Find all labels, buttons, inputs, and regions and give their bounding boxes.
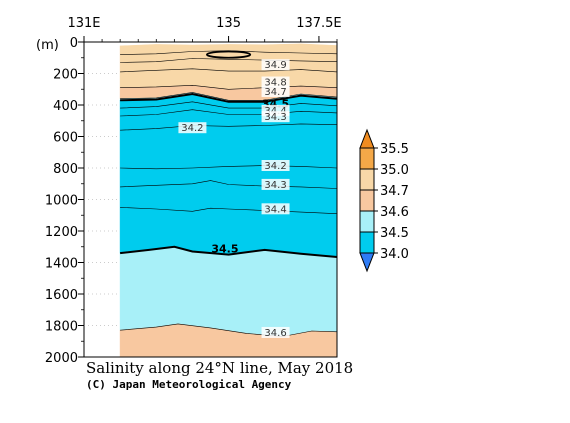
contour-line-34-6-13: [120, 323, 338, 337]
contour-label-10: 34.5: [211, 242, 238, 255]
contour-label-bg-2: [261, 85, 290, 97]
colorbar-label-5: 35.5: [380, 142, 409, 157]
closed-contour-34-9: [205, 50, 252, 59]
contour-label-bg-5: [261, 111, 290, 123]
colorbar-under-arrow: [359, 252, 375, 273]
x-axis-ticks: 131E 135 137.5E: [67, 16, 342, 42]
contour-line-34-8-2: [120, 68, 338, 73]
y-tick-label-4: 800: [53, 162, 78, 177]
contour-line-34-7-3: [120, 84, 338, 90]
contour-line-34-4-6: [120, 101, 338, 109]
x-tick-label-1: 135: [216, 16, 241, 31]
credit-text: (C) Japan Meteorological Agency: [86, 378, 292, 391]
contour-label-5: 34.3: [264, 112, 286, 123]
contour-label-11: 34.6: [264, 328, 286, 339]
contour-label-6: 34.2: [181, 123, 203, 134]
contour-label-2: 34.7: [264, 87, 286, 98]
contour-label-7: 34.2: [264, 161, 286, 172]
depth-unit-label: (m): [36, 38, 59, 53]
colorbar-segment-1: [359, 210, 375, 233]
contour-line-34-3-10: [120, 180, 338, 189]
salinity-region-4: [119, 246, 338, 337]
salinity-region-3: [119, 93, 338, 258]
chart-title: Salinity along 24°N line, May 2018: [86, 359, 353, 377]
colorbar-over-arrow: [359, 128, 375, 149]
colorbar-label-3: 34.7: [380, 184, 409, 199]
salinity-fill-regions: [119, 43, 338, 358]
contour-label-bg-7: [261, 160, 290, 171]
y-tick-label-10: 2000: [45, 351, 78, 366]
colorbar-segment-0: [359, 231, 375, 254]
colorbar-label-0: 34.0: [380, 247, 409, 262]
x-tick-label-0: 131E: [67, 16, 100, 31]
contour-label-bg-9: [261, 203, 290, 215]
contour-lines: [119, 50, 338, 337]
contour-line-34-4-11: [120, 207, 338, 214]
contour-line-34-5-12: [119, 245, 338, 258]
contour-label-9: 34.4: [264, 204, 286, 215]
colorbar-label-1: 34.5: [380, 226, 409, 241]
contour-label-bg-8: [261, 178, 290, 190]
contour-line-34-9-1: [120, 58, 338, 63]
y-tick-label-3: 600: [53, 131, 78, 146]
contour-labels: 34.934.834.734.534.434.334.234.234.334.4…: [178, 59, 290, 339]
colorbar-segment-2: [359, 189, 375, 212]
contour-line-34-2-9: [120, 165, 338, 170]
contour-label-bg-0: [261, 59, 290, 71]
contour-line-34-2-8: [120, 123, 338, 131]
contour-label-bg-11: [261, 326, 290, 338]
colorbar-segment-3: [359, 168, 375, 191]
y-tick-label-5: 1000: [45, 194, 78, 209]
contour-label-bg-4: [261, 104, 290, 116]
y-tick-label-7: 1400: [45, 257, 78, 272]
contour-line-34-6-4: [120, 92, 338, 101]
contour-label-bg-6: [178, 122, 207, 134]
contour-label-8: 34.3: [264, 180, 286, 191]
x-tick-label-2: 137.5E: [296, 16, 341, 31]
y-tick-label-0: 0: [70, 36, 78, 51]
y-tick-label-1: 200: [53, 68, 78, 83]
y-tick-label-6: 1200: [45, 225, 78, 240]
y-tick-label-9: 1800: [45, 320, 78, 335]
colorbar: 34.0 34.5 34.6 34.7 35.0 35.5: [359, 128, 409, 273]
y-tick-label-2: 400: [53, 99, 78, 114]
contour-label-0: 34.9: [264, 60, 286, 71]
contour-label-bg-1: [261, 76, 290, 88]
colorbar-segment-4: [359, 147, 375, 170]
colorbar-label-2: 34.6: [380, 205, 409, 220]
contour-line-34-3-7: [120, 109, 338, 117]
contour-line-34-5-5: [120, 92, 338, 103]
y-axis-ticks: 0 200 400 600 800 1000 1200 1400 1600 1800 2000: [45, 36, 120, 366]
contour-label-1: 34.8: [264, 78, 286, 89]
y-tick-label-8: 1600: [45, 288, 78, 303]
colorbar-label-4: 35.0: [380, 163, 409, 178]
